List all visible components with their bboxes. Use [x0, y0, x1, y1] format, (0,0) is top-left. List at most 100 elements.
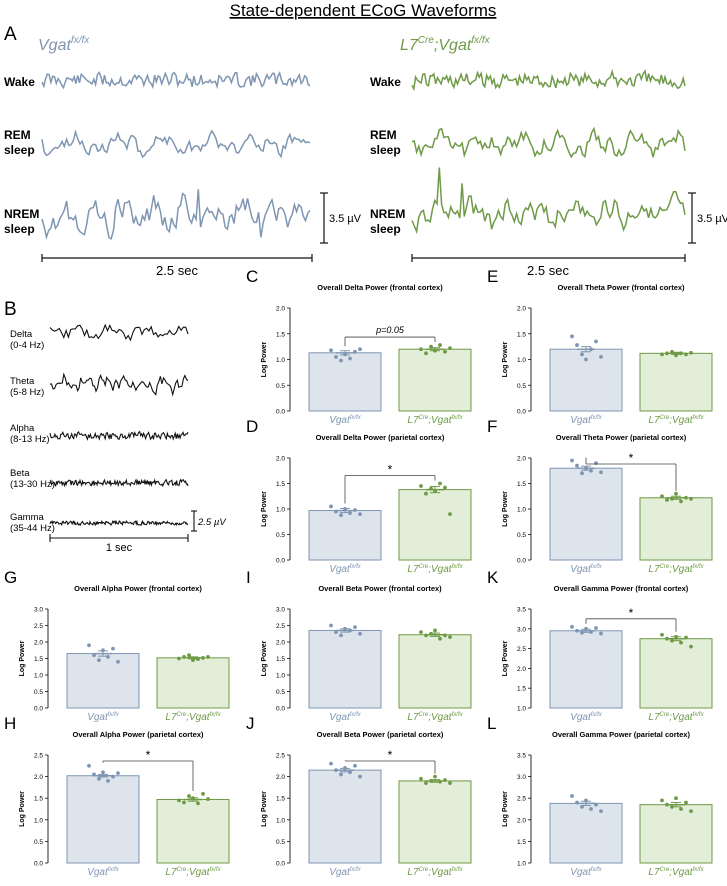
y-tick-label: 2.0 — [276, 456, 285, 463]
mutant-point — [429, 486, 433, 491]
control-bar — [308, 352, 382, 412]
mutant-point — [689, 496, 693, 501]
panel-letter: G — [4, 568, 17, 587]
panel-letter: K — [487, 568, 499, 587]
control-point — [343, 626, 347, 631]
y-tick-label: 1.5 — [276, 656, 285, 663]
x-label-mutant: L7Cre;Vgatfx/fx — [407, 712, 463, 723]
x-label-control: Vgatfx/fx — [87, 867, 120, 878]
y-tick-label: 1.0 — [276, 817, 285, 824]
control-bar — [549, 467, 623, 561]
y-axis-label: Log Power — [19, 640, 26, 676]
band-alpha-name: Alpha — [10, 423, 35, 434]
mutant-point — [660, 798, 664, 803]
mutant-point — [443, 778, 447, 782]
amp-scale-label-left: 3.5 µV — [329, 213, 362, 225]
chart-panel-c: C Overall Delta Power (frontal cortex) Log… — [246, 267, 472, 426]
control-point — [92, 772, 96, 777]
y-tick-label: 2.0 — [517, 306, 526, 313]
y-tick-label: 0.5 — [276, 689, 285, 696]
control-point — [348, 511, 352, 515]
x-label-control: Vgatfx/fx — [329, 712, 362, 723]
y-tick-label: 1.0 — [34, 673, 43, 680]
y-tick-label: 0.5 — [517, 383, 526, 390]
mutant-point — [206, 654, 210, 659]
band-time-scale-label: 1 sec — [106, 542, 133, 554]
theta-band-trace — [49, 372, 189, 397]
control-point — [348, 628, 352, 633]
y-tick-label: 1.0 — [276, 673, 285, 680]
mutant-genotype-label: L7Cre;Vgatfx/fx — [400, 35, 491, 54]
mutant-point — [660, 632, 664, 637]
control-point — [584, 466, 588, 471]
mutant-genotype-sup2: fx/fx — [471, 35, 490, 46]
y-tick-label: 3.0 — [517, 774, 526, 781]
x-label-control: Vgatfx/fx — [87, 712, 120, 723]
y-tick-label: 1.5 — [276, 796, 285, 803]
mutant-point — [689, 809, 693, 814]
control-point — [334, 630, 338, 634]
mutant-point — [670, 496, 674, 501]
mutant-point — [660, 494, 664, 499]
state-label-nrem-left-1: NREM — [4, 207, 39, 221]
x-label-mutant: L7Cre;Vgatfx/fx — [407, 867, 463, 878]
y-tick-label: 2.5 — [517, 646, 526, 653]
x-label-mutant: L7Cre;Vgatfx/fx — [648, 712, 704, 723]
mutant-point — [438, 343, 442, 347]
state-label-rem-right-2: sleep — [370, 143, 401, 157]
control-point — [334, 509, 338, 514]
state-label-rem-left: REM sleep — [4, 128, 35, 157]
control-point — [589, 468, 593, 473]
x-label-mutant: L7Cre;Vgatfx/fx — [407, 415, 463, 426]
mutant-point — [433, 774, 437, 779]
band-amp-scale-label: 2.5 µV — [197, 517, 227, 528]
chart-title: Overall Delta Power (frontal cortex) — [317, 283, 443, 292]
y-tick-label: 0.5 — [276, 532, 285, 539]
mutant-point — [448, 512, 452, 516]
amp-scale-label-right: 3.5 µV — [697, 213, 727, 225]
significance-star: * — [388, 748, 393, 762]
control-point — [594, 626, 598, 630]
band-amp-scale-bar — [191, 510, 197, 532]
control-point — [111, 646, 115, 651]
control-point — [589, 347, 593, 352]
band-label-theta: Theta (5-8 Hz) — [10, 376, 44, 398]
control-point — [589, 807, 593, 811]
mutant-nrem-trace — [411, 167, 686, 235]
y-axis-label: Log Power — [261, 791, 268, 827]
significance-star: * — [629, 606, 634, 620]
control-point — [575, 628, 579, 633]
y-tick-label: 2.0 — [34, 640, 43, 647]
y-tick-label: 0.0 — [276, 409, 285, 416]
mutant-bar — [639, 638, 713, 709]
x-label-mutant: L7Cre;Vgatfx/fx — [648, 867, 704, 878]
control-point — [87, 643, 91, 648]
control-point — [580, 804, 584, 809]
chart-panel-f: F Overall Theta Power (parietal cortex) Lo… — [487, 417, 713, 575]
state-label-rem-right: REM sleep — [370, 128, 401, 157]
mutant-bar — [398, 489, 472, 561]
y-tick-label: 2.5 — [517, 796, 526, 803]
mutant-point — [665, 802, 669, 807]
y-tick-label: 0.5 — [34, 839, 43, 846]
chart-panel-j: J Overall Beta Power (parietal cortex) Log… — [246, 714, 472, 878]
mutant-point — [187, 653, 191, 658]
control-point — [358, 512, 362, 516]
control-point — [575, 343, 579, 347]
mutant-point — [419, 776, 423, 781]
state-label-nrem-left-2: sleep — [4, 222, 35, 236]
mutant-point — [433, 489, 437, 494]
y-tick-label: 1.5 — [34, 796, 43, 803]
mutant-bar — [398, 634, 472, 709]
y-tick-label: 2.0 — [34, 774, 43, 781]
control-point — [353, 349, 357, 354]
band-gamma-name: Gamma — [10, 512, 45, 523]
y-tick-label: 2.5 — [276, 753, 285, 760]
y-tick-label: 0.0 — [276, 558, 285, 565]
mutant-point — [206, 797, 210, 801]
control-bar — [308, 510, 382, 561]
control-point — [599, 355, 603, 359]
mutant-point — [443, 485, 447, 490]
control-point — [353, 625, 357, 630]
mutant-point — [438, 779, 442, 784]
